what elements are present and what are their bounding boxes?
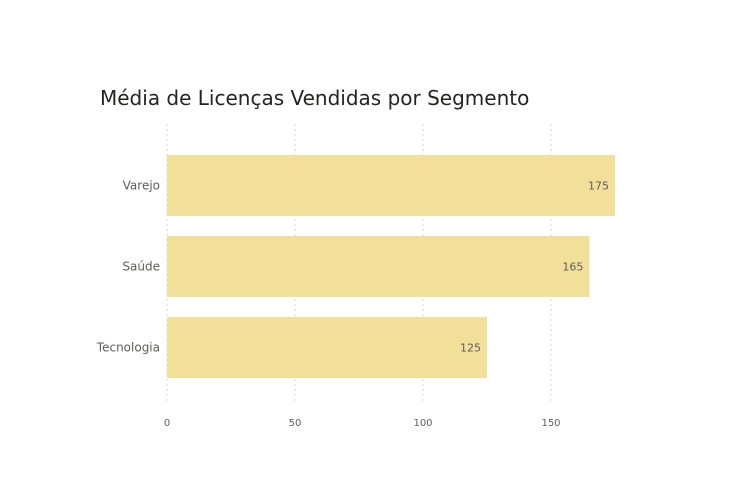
x-tick-label: 150: [541, 418, 560, 429]
category-label: Varejo: [123, 179, 160, 193]
category-label: Saúde: [122, 260, 160, 274]
data-label: 175: [588, 180, 609, 193]
bar-varejo[interactable]: [167, 155, 615, 216]
bar-tecnologia[interactable]: [167, 317, 487, 378]
x-tick-label: 0: [164, 418, 170, 429]
x-tick-label: 100: [413, 418, 432, 429]
data-label: 165: [562, 261, 583, 274]
x-tick-label: 50: [289, 418, 302, 429]
data-label: 125: [460, 342, 481, 355]
bar-saúde[interactable]: [167, 236, 590, 297]
chart-title: Média de Licenças Vendidas por Segmento: [100, 86, 530, 110]
labels: 0 50 100 150 Varejo 175 Saúde 165 Tecnologia 125: [96, 179, 609, 430]
category-label: Tecnologia: [96, 341, 160, 355]
bars: [167, 155, 615, 378]
